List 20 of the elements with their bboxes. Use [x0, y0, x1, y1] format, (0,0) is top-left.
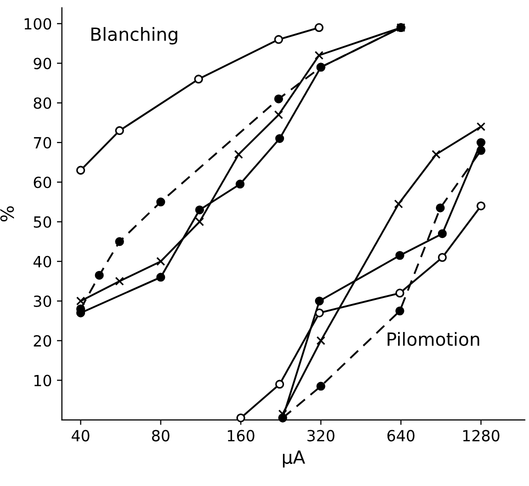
annotation: Blanching [91, 27, 178, 44]
y-tick-label: 100 [24, 18, 52, 30]
y-tick-label: 10 [34, 374, 52, 386]
annotation: Pilomotion [388, 332, 480, 346]
y-tick-label: 50 [34, 216, 52, 228]
x-axis-title: μA [282, 450, 306, 468]
x-tick-label: 640 [387, 430, 414, 442]
x-tick-label: 160 [228, 430, 254, 442]
y-tick-label: 20 [34, 335, 52, 347]
y-axis-title: % [0, 206, 14, 222]
x-tick-label: 1280 [463, 430, 500, 442]
y-tick-label: 40 [33, 256, 52, 268]
y-tick-label: 60 [34, 176, 52, 188]
y-tick-label: 30 [34, 295, 52, 308]
x-tick-label: 40 [72, 430, 90, 442]
x-tick-label: 80 [152, 430, 170, 442]
y-tick-label: 70 [34, 136, 52, 149]
y-tick-label: 80 [34, 97, 52, 109]
x-tick-label: 320 [307, 430, 334, 442]
y-tick-label: 90 [34, 58, 52, 70]
